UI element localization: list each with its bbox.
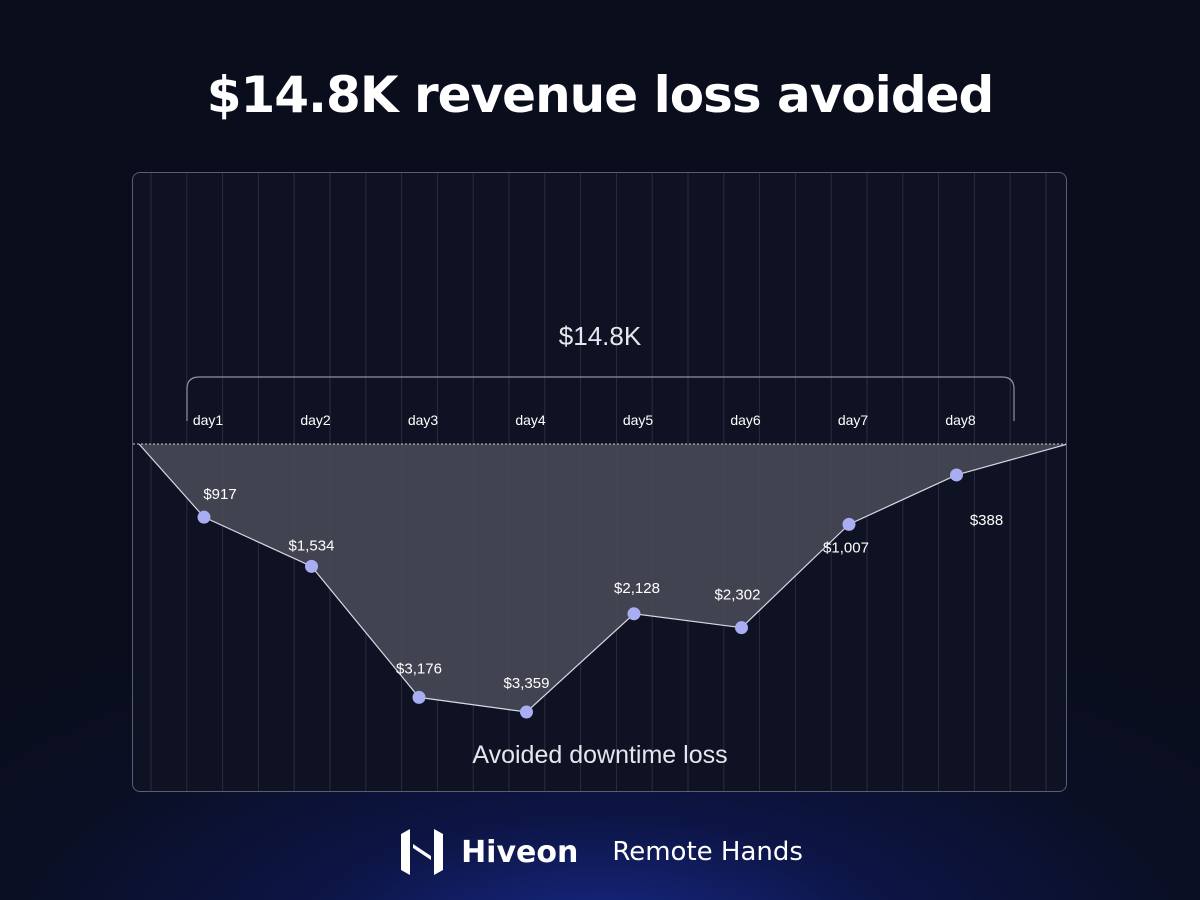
value-label: $388 bbox=[970, 512, 1003, 529]
category-label: day8 bbox=[945, 412, 976, 428]
brand-footer: Hiveon Remote Hands bbox=[0, 824, 1200, 880]
total-brace bbox=[186, 376, 1015, 421]
value-label: $2,128 bbox=[614, 580, 660, 597]
data-point bbox=[950, 468, 963, 482]
category-label: day3 bbox=[408, 412, 439, 428]
category-label: day5 bbox=[623, 412, 654, 428]
data-point bbox=[305, 559, 318, 573]
page-title: $14.8K revenue loss avoided bbox=[206, 66, 995, 124]
value-labels: $917 $1,534 $3,176 $3,359 $2,128 $2,302 $1,007… bbox=[203, 486, 1003, 692]
brand-name: Hiveon bbox=[461, 834, 579, 870]
category-label: day1 bbox=[193, 412, 224, 428]
data-point bbox=[842, 517, 856, 531]
area-layer bbox=[139, 444, 1066, 712]
value-label: $1,007 bbox=[823, 539, 869, 556]
chart-panel: $14.8K day1 day2 day3 day4 day5 day6 day7 day8 … bbox=[132, 172, 1067, 792]
total-label: $14.8K bbox=[559, 321, 642, 351]
product-name: Remote Hands bbox=[612, 837, 803, 867]
category-label: day4 bbox=[515, 412, 546, 428]
data-point bbox=[412, 690, 426, 704]
category-label: day7 bbox=[838, 412, 869, 428]
loss-area bbox=[139, 444, 1066, 712]
data-point bbox=[735, 621, 748, 635]
value-label: $917 bbox=[203, 486, 236, 503]
line-layer bbox=[138, 443, 1066, 713]
data-point bbox=[197, 510, 211, 524]
value-label: $3,359 bbox=[504, 675, 550, 692]
data-points bbox=[197, 468, 963, 719]
value-label: $2,302 bbox=[715, 587, 761, 604]
value-label: $1,534 bbox=[289, 537, 335, 554]
value-label: $3,176 bbox=[396, 660, 442, 677]
series-line bbox=[138, 443, 1066, 713]
category-label: day2 bbox=[300, 412, 331, 428]
hiveon-h-logo-icon bbox=[401, 829, 444, 875]
category-labels: day1 day2 day3 day4 day5 day6 day7 day8 bbox=[193, 412, 976, 428]
category-label: day6 bbox=[730, 412, 761, 428]
data-point bbox=[627, 607, 641, 621]
downtime-loss-chart: $14.8K day1 day2 day3 day4 day5 day6 day7 day8 … bbox=[133, 173, 1066, 791]
data-point bbox=[520, 705, 533, 719]
area-label: Avoided downtime loss bbox=[472, 741, 727, 769]
